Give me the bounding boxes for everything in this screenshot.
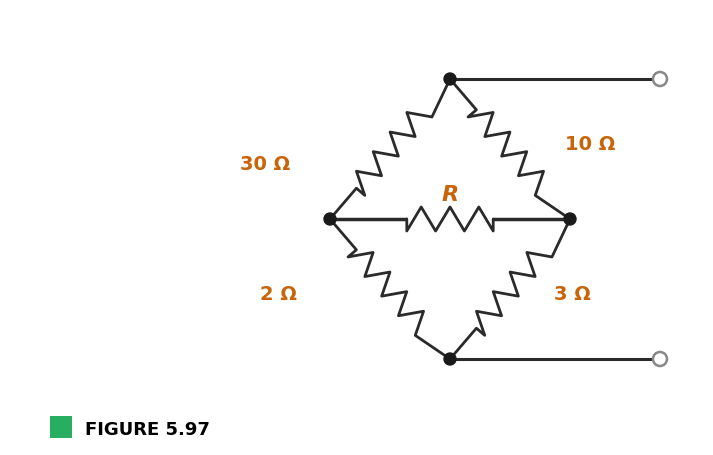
FancyBboxPatch shape xyxy=(50,416,72,438)
Text: 3 Ω: 3 Ω xyxy=(553,285,590,304)
Circle shape xyxy=(444,353,456,365)
Text: 10 Ω: 10 Ω xyxy=(565,135,615,154)
Text: R: R xyxy=(441,185,458,205)
Circle shape xyxy=(444,74,456,86)
Text: 2 Ω: 2 Ω xyxy=(260,285,297,304)
Circle shape xyxy=(564,213,576,226)
Text: FIGURE 5.97: FIGURE 5.97 xyxy=(85,420,210,438)
Text: 30 Ω: 30 Ω xyxy=(240,155,290,174)
Circle shape xyxy=(324,213,336,226)
Circle shape xyxy=(653,352,667,366)
Circle shape xyxy=(653,73,667,87)
